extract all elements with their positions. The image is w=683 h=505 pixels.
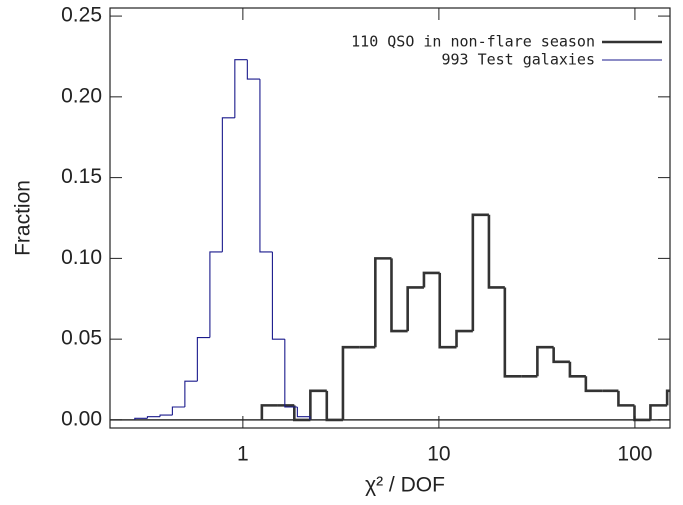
- histogram-bin: [234, 59, 248, 118]
- histogram-bin: [665, 389, 670, 406]
- histogram-bin: [209, 251, 223, 338]
- histogram-bin: [260, 404, 278, 420]
- histogram-bin: [649, 404, 668, 420]
- histogram-group: [110, 59, 670, 422]
- y-tick-label: 0.25: [61, 4, 102, 27]
- histogram-bin: [196, 336, 210, 382]
- y-tick-label: 0.15: [61, 165, 102, 188]
- histogram-bin: [341, 345, 360, 420]
- histogram-bin: [296, 407, 311, 420]
- histogram-bin: [221, 117, 235, 252]
- histogram-bin: [617, 390, 635, 407]
- y-tick-label: 0.10: [61, 246, 102, 269]
- histogram-bin: [284, 339, 298, 408]
- y-tick-label: 0.00: [61, 407, 102, 430]
- histogram-bin: [159, 414, 173, 417]
- histogram-bin: [246, 59, 260, 80]
- histogram-bin: [438, 272, 457, 349]
- histogram-bin: [487, 214, 505, 289]
- histogram-bin: [584, 376, 603, 393]
- histogram-bin: [134, 417, 148, 420]
- x-tick-label: 1: [237, 443, 249, 466]
- histogram-bin: [325, 390, 343, 422]
- legend-label: 110 QSO in non-flare season: [351, 33, 595, 51]
- histogram-bin: [259, 79, 273, 253]
- histogram-bin: [536, 345, 554, 377]
- x-axis-label: χ² / DOF: [365, 474, 445, 497]
- histogram-bin: [568, 361, 586, 378]
- x-tick-label: 10: [427, 443, 450, 466]
- histogram-bin: [309, 389, 327, 420]
- histogram-bin: [171, 406, 185, 416]
- histogram-bin: [471, 213, 489, 332]
- y-tick-label: 0.20: [61, 84, 102, 107]
- x-tick-label: 100: [617, 443, 652, 466]
- y-tick-label: 0.05: [61, 327, 102, 350]
- histogram-bin: [406, 286, 424, 332]
- histogram-bin: [503, 287, 522, 378]
- legend-label: 993 Test galaxies: [441, 51, 595, 69]
- histogram-bin: [184, 380, 198, 407]
- y-axis-label: Fraction: [12, 180, 35, 256]
- histogram-bin: [293, 405, 311, 422]
- histogram-bin: [146, 416, 161, 419]
- histogram-bin: [633, 405, 651, 422]
- histogram-bin: [390, 258, 408, 333]
- histogram-bin: [455, 329, 473, 348]
- histogram-bin: [552, 347, 570, 364]
- histogram-bin: [422, 271, 440, 288]
- plot-frame: [109, 7, 671, 429]
- histogram-bin: [271, 251, 285, 340]
- histogram-bin: [374, 257, 392, 348]
